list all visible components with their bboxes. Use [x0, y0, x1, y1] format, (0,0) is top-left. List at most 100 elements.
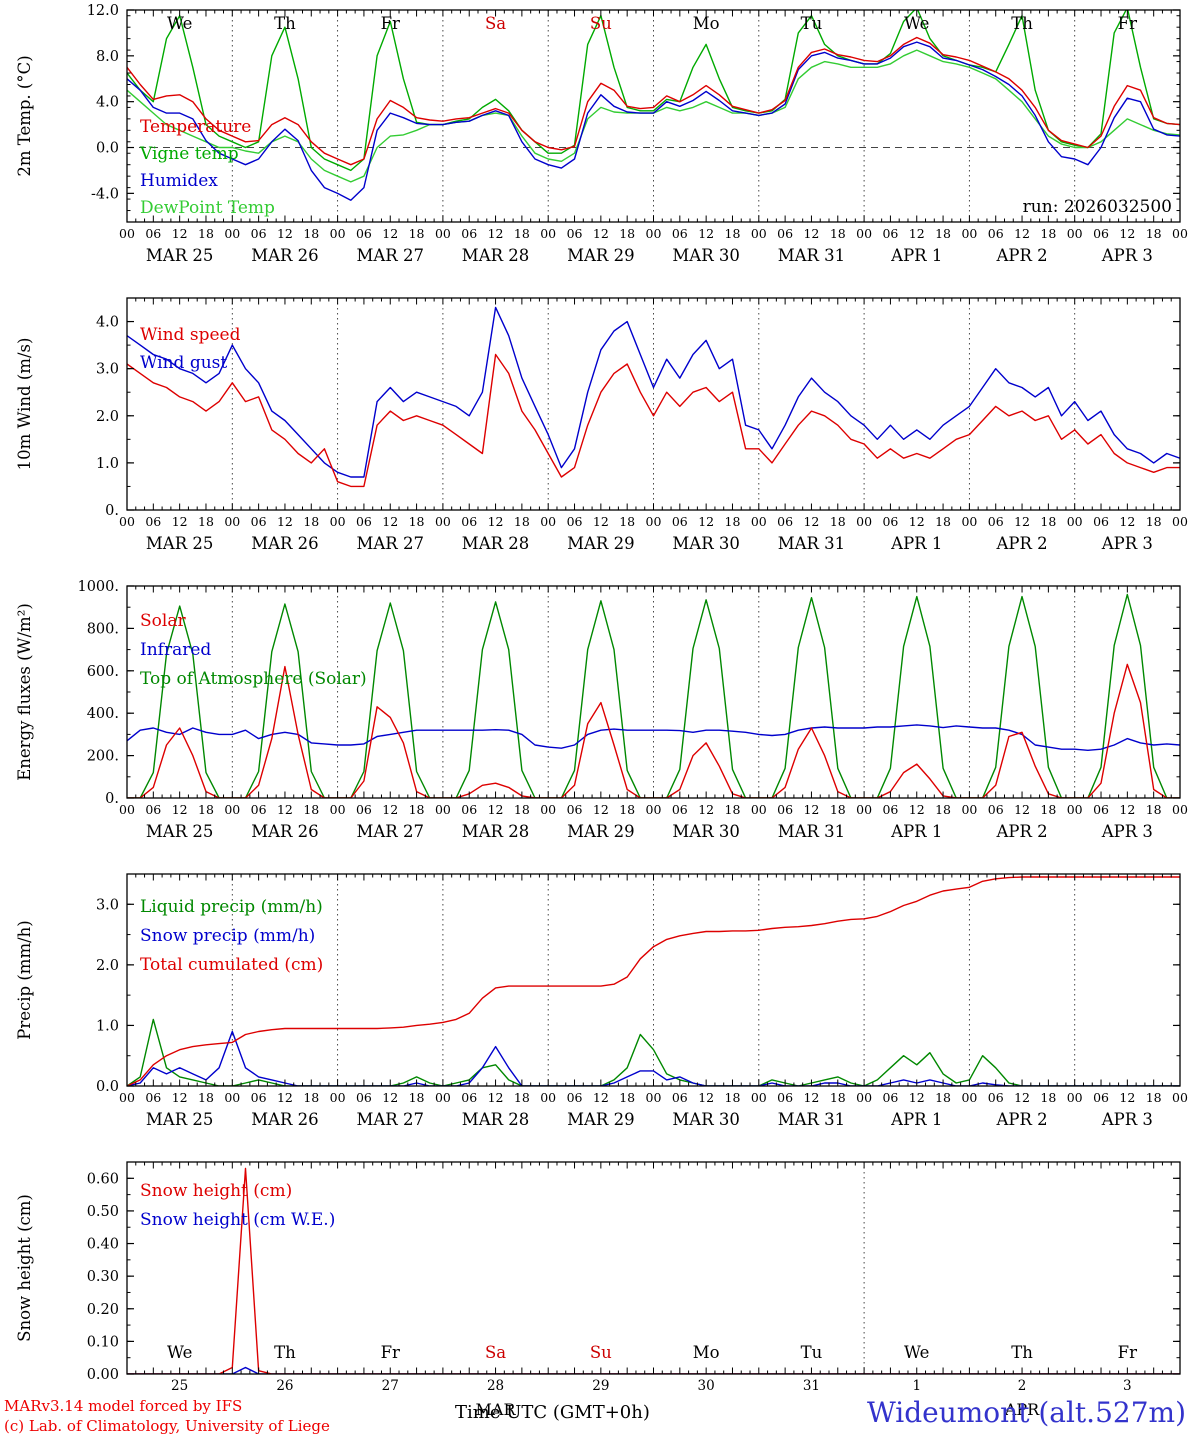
weekday-label: We: [904, 14, 929, 33]
weekday-label: Su: [590, 1343, 612, 1362]
hour-label: 00: [961, 1090, 977, 1105]
hour-label: 00: [330, 226, 346, 241]
hour-label: 06: [882, 802, 898, 817]
date-label: MAR 27: [357, 246, 424, 265]
hour-label: 00: [119, 802, 135, 817]
temperature-chart: -4.0 0.0 4.0 8.0 12.0 00 06 12 18 00 06 12 18 00 06 12 1…: [15, 3, 1188, 265]
hour-label: 18: [514, 1090, 530, 1105]
y-tick-label: 0.0: [96, 141, 119, 157]
legend-snow-precip-mm-h: Snow precip (mm/h): [140, 926, 315, 946]
hour-label: 12: [277, 1090, 293, 1105]
month-label: MAR: [476, 1400, 517, 1419]
legend-temperature: Temperature: [140, 117, 251, 137]
y-tick-label: -4.0: [91, 186, 119, 202]
hour-label: 06: [567, 226, 583, 241]
weekday-label: Sa: [485, 1343, 506, 1362]
day-number-label: 25: [171, 1378, 188, 1394]
hour-label: 12: [1119, 514, 1135, 529]
hour-label: 12: [1014, 802, 1030, 817]
y-tick-label: 400.: [87, 706, 119, 722]
hour-label: 00: [224, 514, 240, 529]
hour-label: 06: [1093, 226, 1109, 241]
hour-label: 00: [856, 226, 872, 241]
hour-label: 18: [1146, 1090, 1162, 1105]
hour-label: 18: [303, 514, 319, 529]
date-label: MAR 27: [357, 1110, 424, 1129]
legend-wind-speed: Wind speed: [140, 325, 241, 345]
hour-label: 06: [882, 226, 898, 241]
y-tick-label: 3.0: [96, 897, 119, 913]
hour-label: 18: [619, 802, 635, 817]
date-label: MAR 25: [146, 534, 213, 553]
hour-label: 18: [935, 514, 951, 529]
hour-label: 18: [619, 1090, 635, 1105]
series-liquid-precip-mm-h: [127, 1018, 1180, 1086]
hour-label: 18: [198, 1090, 214, 1105]
hour-label: 12: [803, 1090, 819, 1105]
date-label: APR 1: [890, 534, 942, 553]
hour-label: 00: [330, 802, 346, 817]
y-tick-label: 600.: [87, 664, 119, 680]
series-temperature: [127, 36, 1180, 166]
legend-liquid-precip-mm-h: Liquid precip (mm/h): [140, 897, 323, 917]
hour-label: 00: [751, 514, 767, 529]
hour-label: 18: [1146, 514, 1162, 529]
hour-label: 12: [909, 1090, 925, 1105]
hour-label: 06: [988, 1090, 1004, 1105]
y-tick-label: 2.0: [96, 409, 119, 425]
hour-label: 12: [698, 1090, 714, 1105]
date-label: APR 2: [995, 246, 1047, 265]
hour-label: 00: [540, 226, 556, 241]
hour-label: 12: [1014, 1090, 1030, 1105]
date-label: APR 3: [1101, 1110, 1153, 1129]
hour-label: 18: [198, 514, 214, 529]
snow-height-chart: 0.00 0.10 0.20 0.30 0.40 0.50 0.60 25 26 27 28 29 30…: [15, 1161, 1181, 1419]
hour-label: 12: [1119, 1090, 1135, 1105]
hour-label: 12: [593, 226, 609, 241]
hour-label: 06: [1093, 514, 1109, 529]
hour-label: 12: [172, 514, 188, 529]
hour-label: 12: [593, 514, 609, 529]
hour-label: 00: [540, 514, 556, 529]
y-tick-label: 0.00: [87, 1367, 119, 1383]
legend-vigne-temp: Vigne temp: [139, 144, 239, 164]
hour-label: 00: [856, 802, 872, 817]
hour-label: 00: [961, 802, 977, 817]
hour-label: 06: [145, 802, 161, 817]
series-infrared: [127, 724, 1180, 752]
date-label: MAR 31: [778, 822, 845, 841]
date-label: MAR 30: [672, 1110, 739, 1129]
weekday-label: Th: [274, 14, 296, 33]
hour-label: 00: [1172, 802, 1188, 817]
energy-flux-chart: 0. 200. 400. 600. 800. 1000. 00 06 12 18 00 06 12 18 0…: [15, 579, 1188, 841]
y-axis-title-snow: Snow height (cm): [15, 1194, 34, 1342]
weekday-label: We: [167, 1343, 192, 1362]
weekday-label: Sa: [485, 14, 506, 33]
hour-label: 12: [593, 1090, 609, 1105]
y-tick-label: 0.60: [87, 1171, 119, 1187]
y-tick-label: 0.: [105, 791, 119, 807]
series-wind-speed: [127, 353, 1180, 488]
hour-label: 12: [698, 226, 714, 241]
weekday-label: Th: [274, 1343, 296, 1362]
date-label: MAR 31: [778, 246, 845, 265]
day-number-label: 26: [276, 1378, 293, 1394]
weekday-label: Fr: [381, 14, 400, 33]
hour-label: 00: [119, 514, 135, 529]
y-tick-label: 0.40: [87, 1237, 119, 1253]
date-label: MAR 28: [462, 1110, 529, 1129]
series-wind-gust: [127, 306, 1180, 478]
hour-label: 12: [1119, 226, 1135, 241]
hour-label: 06: [777, 226, 793, 241]
hour-label: 06: [988, 226, 1004, 241]
date-label: MAR 26: [251, 1110, 318, 1129]
hour-label: 18: [198, 226, 214, 241]
weekday-label: Fr: [1118, 1343, 1137, 1362]
hour-label: 06: [988, 514, 1004, 529]
hour-label: 12: [1014, 514, 1030, 529]
weekday-label: Th: [1011, 14, 1033, 33]
hour-label: 06: [777, 1090, 793, 1105]
hour-label: 00: [751, 802, 767, 817]
y-axis-title-precip: Precip (mm/h): [15, 920, 34, 1039]
y-tick-label: 1000.: [77, 579, 119, 595]
